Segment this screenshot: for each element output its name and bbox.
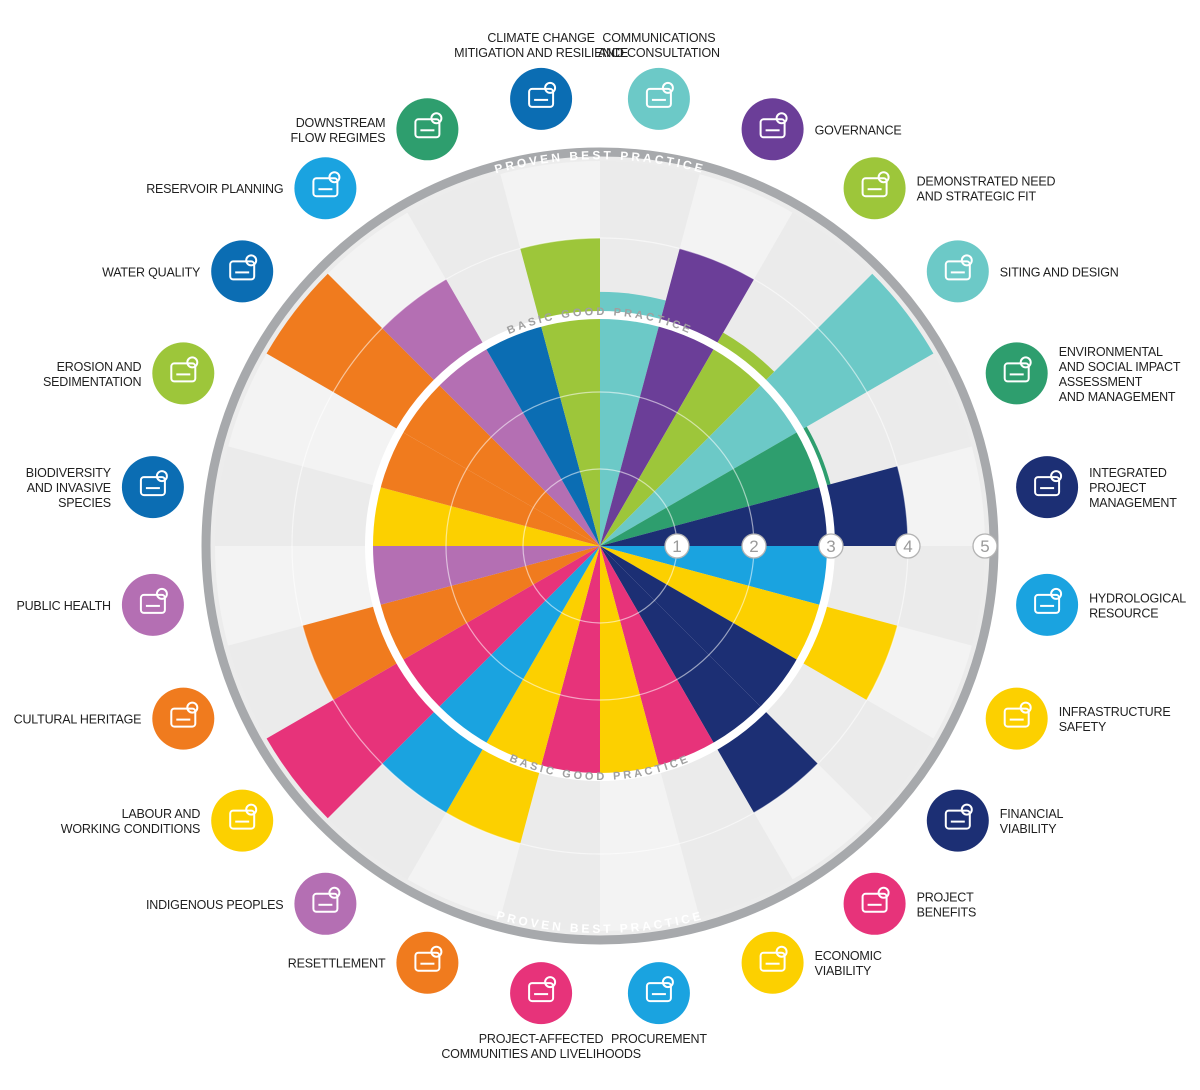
dam-icon xyxy=(985,687,1048,750)
scale-marker xyxy=(895,533,921,559)
topic-label: PROJECT-AFFECTED COMMUNITIES AND LIVELIHO… xyxy=(441,1032,641,1061)
topic-label: RESERVOIR PLANNING xyxy=(146,182,283,196)
scale-label: 5 xyxy=(980,537,989,556)
chat-bubbles-icon xyxy=(627,67,690,130)
bar-hydrological-resource xyxy=(600,546,831,606)
topic-label: COMMUNICATIONS AND CONSULTATION xyxy=(598,31,720,60)
cloud-plus-minus-icon xyxy=(510,67,573,130)
bar-public-health xyxy=(369,546,600,606)
topic-label: BIODIVERSITY AND INVASIVE SPECIES xyxy=(26,466,112,510)
bar-downstream-flow-regimes xyxy=(484,322,600,546)
bridge-people-icon xyxy=(843,872,906,935)
bar-labour-and-working-conditions xyxy=(266,546,600,819)
bar-erosion-and-sedimentation xyxy=(376,430,600,546)
bar-resettlement xyxy=(446,546,600,844)
topic-label: PUBLIC HEALTH xyxy=(16,599,111,613)
bar-cultural-heritage xyxy=(302,546,600,700)
scale-label: 2 xyxy=(749,537,758,556)
hands-cross-icon xyxy=(121,573,184,636)
topic-label: PROJECT BENEFITS xyxy=(917,890,977,919)
topic-label: SITING AND DESIGN xyxy=(1000,265,1119,279)
bar-procurement xyxy=(600,546,660,777)
topic-label: HYDROLOGICAL RESOURCE xyxy=(1089,591,1186,620)
scale-marker xyxy=(818,533,844,559)
scale-label: 3 xyxy=(826,537,835,556)
bar-economic-viability xyxy=(600,546,716,770)
topic-label: RESETTLEMENT xyxy=(288,957,386,971)
bar-project-benefits xyxy=(600,546,818,813)
magnifier-chart-icon xyxy=(926,789,989,852)
scale-marker xyxy=(664,533,690,559)
family-icon xyxy=(510,962,573,1025)
topic-label: INTEGRATED PROJECT MANAGEMENT xyxy=(1089,466,1177,510)
topic-label: CULTURAL HERITAGE xyxy=(14,713,142,727)
fish-tree-icon xyxy=(121,456,184,519)
shopping-cart-icon xyxy=(627,962,690,1025)
coins-globe-icon xyxy=(741,931,804,994)
map-pin-icon xyxy=(926,240,989,303)
bar-financial-viability xyxy=(600,546,801,710)
bar-indigenous-peoples xyxy=(382,546,600,813)
topic-label: DOWNSTREAM FLOW REGIMES xyxy=(291,116,386,145)
people-river-icon xyxy=(294,872,357,935)
house-tree-icon xyxy=(396,931,459,994)
scale-marker xyxy=(741,533,767,559)
bar-demonstrated-need-and-strategic-fit xyxy=(600,332,775,546)
topic-label: ENVIRONMENTAL AND SOCIAL IMPACT ASSESSMENT… xyxy=(1059,345,1181,404)
scale-marker xyxy=(972,533,998,559)
bar-communications-and-consultation xyxy=(600,291,666,546)
clipboard-gear-icon xyxy=(1016,456,1079,519)
bar-siting-and-design xyxy=(600,273,934,546)
hard-hat-icon xyxy=(211,789,274,852)
icons-layer xyxy=(121,67,1079,1025)
bar-environmental-and-social-impact-assessment-and-management xyxy=(600,426,831,546)
bar-biodiversity-and-invasive-species xyxy=(369,486,600,546)
topic-label: INDIGENOUS PEOPLES xyxy=(146,898,283,912)
person-tree-icon xyxy=(985,342,1048,405)
topic-label: INFRASTRUCTURE SAFETY xyxy=(1059,705,1171,734)
topic-label: WATER QUALITY xyxy=(102,265,201,279)
labels-layer: COMMUNICATIONS AND CONSULTATION GOVERNANCE… xyxy=(14,31,1187,1061)
river-tree-icon xyxy=(396,98,459,161)
topic-label: LABOUR AND WORKING CONDITIONS xyxy=(61,807,201,836)
bars-layer xyxy=(266,238,934,844)
bar-water-quality xyxy=(266,273,600,546)
topic-label: CLIMATE CHANGE MITIGATION AND RESILIENCE xyxy=(454,31,628,60)
heritage-pattern-icon xyxy=(152,687,215,750)
sediment-icon xyxy=(152,342,215,405)
bar-reservoir-planning xyxy=(382,279,600,546)
scale-label: 4 xyxy=(903,537,912,556)
scale-layer: 1 2 3 4 5 xyxy=(664,533,998,559)
water-drop-magnifier-icon xyxy=(211,240,274,303)
bar-infrastructure-safety xyxy=(600,546,898,700)
topic-label: PROCUREMENT xyxy=(611,1032,707,1046)
topic-label: DEMONSTRATED NEED AND STRATEGIC FIT xyxy=(917,175,1056,204)
reservoir-icon xyxy=(294,157,357,220)
puzzle-icon xyxy=(843,157,906,220)
topic-label: EROSION AND SEDIMENTATION xyxy=(43,360,142,389)
bar-project-affected-communities-and-livelihoods xyxy=(540,546,600,777)
scale-label: 1 xyxy=(672,537,681,556)
topic-label: FINANCIAL VIABILITY xyxy=(1000,807,1064,836)
topic-label: GOVERNANCE xyxy=(815,123,902,137)
water-cycle-icon xyxy=(1016,573,1079,636)
bar-governance xyxy=(600,248,754,547)
topic-label: ECONOMIC VIABILITY xyxy=(815,949,882,978)
checklist-document-icon xyxy=(741,98,804,161)
